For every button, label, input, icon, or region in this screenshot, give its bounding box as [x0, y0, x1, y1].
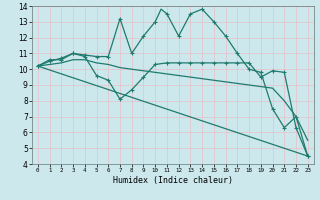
X-axis label: Humidex (Indice chaleur): Humidex (Indice chaleur) — [113, 176, 233, 185]
